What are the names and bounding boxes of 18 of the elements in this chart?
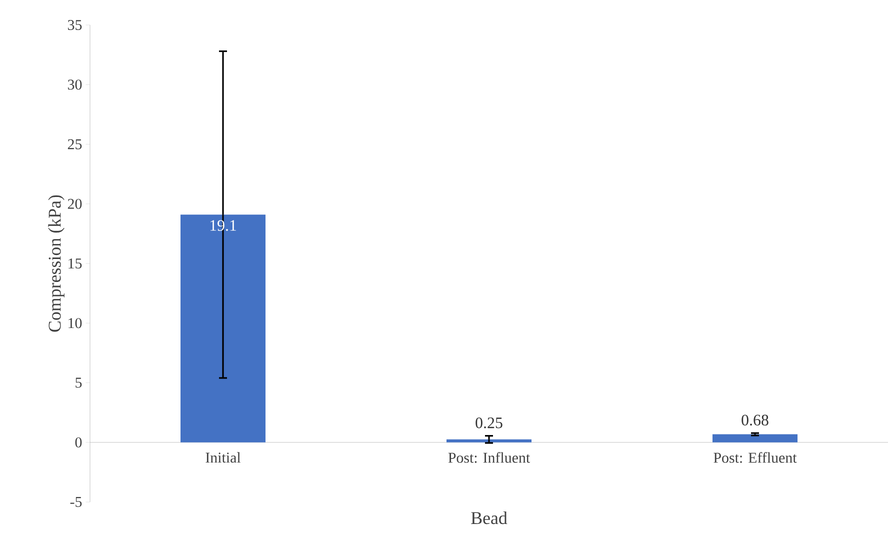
- bar: [712, 434, 798, 442]
- y-tick-label: 10: [68, 318, 82, 328]
- x-tick-label: Initial: [206, 452, 241, 463]
- y-tick-label: 20: [68, 198, 82, 209]
- y-tick-label: -5: [70, 497, 82, 507]
- data-label: 0.68: [742, 414, 768, 426]
- y-tick-label: 5: [76, 378, 82, 388]
- y-tick-label: 25: [68, 139, 82, 150]
- y-axis-title: Compression (kPa): [48, 195, 64, 332]
- x-tick-label: Post: Influent: [448, 452, 530, 463]
- x-axis-title: Bead: [471, 512, 508, 524]
- y-tick-label: 30: [68, 80, 82, 90]
- y-tick-label: 15: [68, 258, 82, 268]
- y-tick-label: 0: [75, 437, 82, 448]
- x-tick-label: Post: Effluent: [714, 452, 797, 463]
- y-tick-label: 35: [68, 20, 82, 30]
- data-label: 0.25: [476, 417, 502, 428]
- bar: [446, 439, 532, 442]
